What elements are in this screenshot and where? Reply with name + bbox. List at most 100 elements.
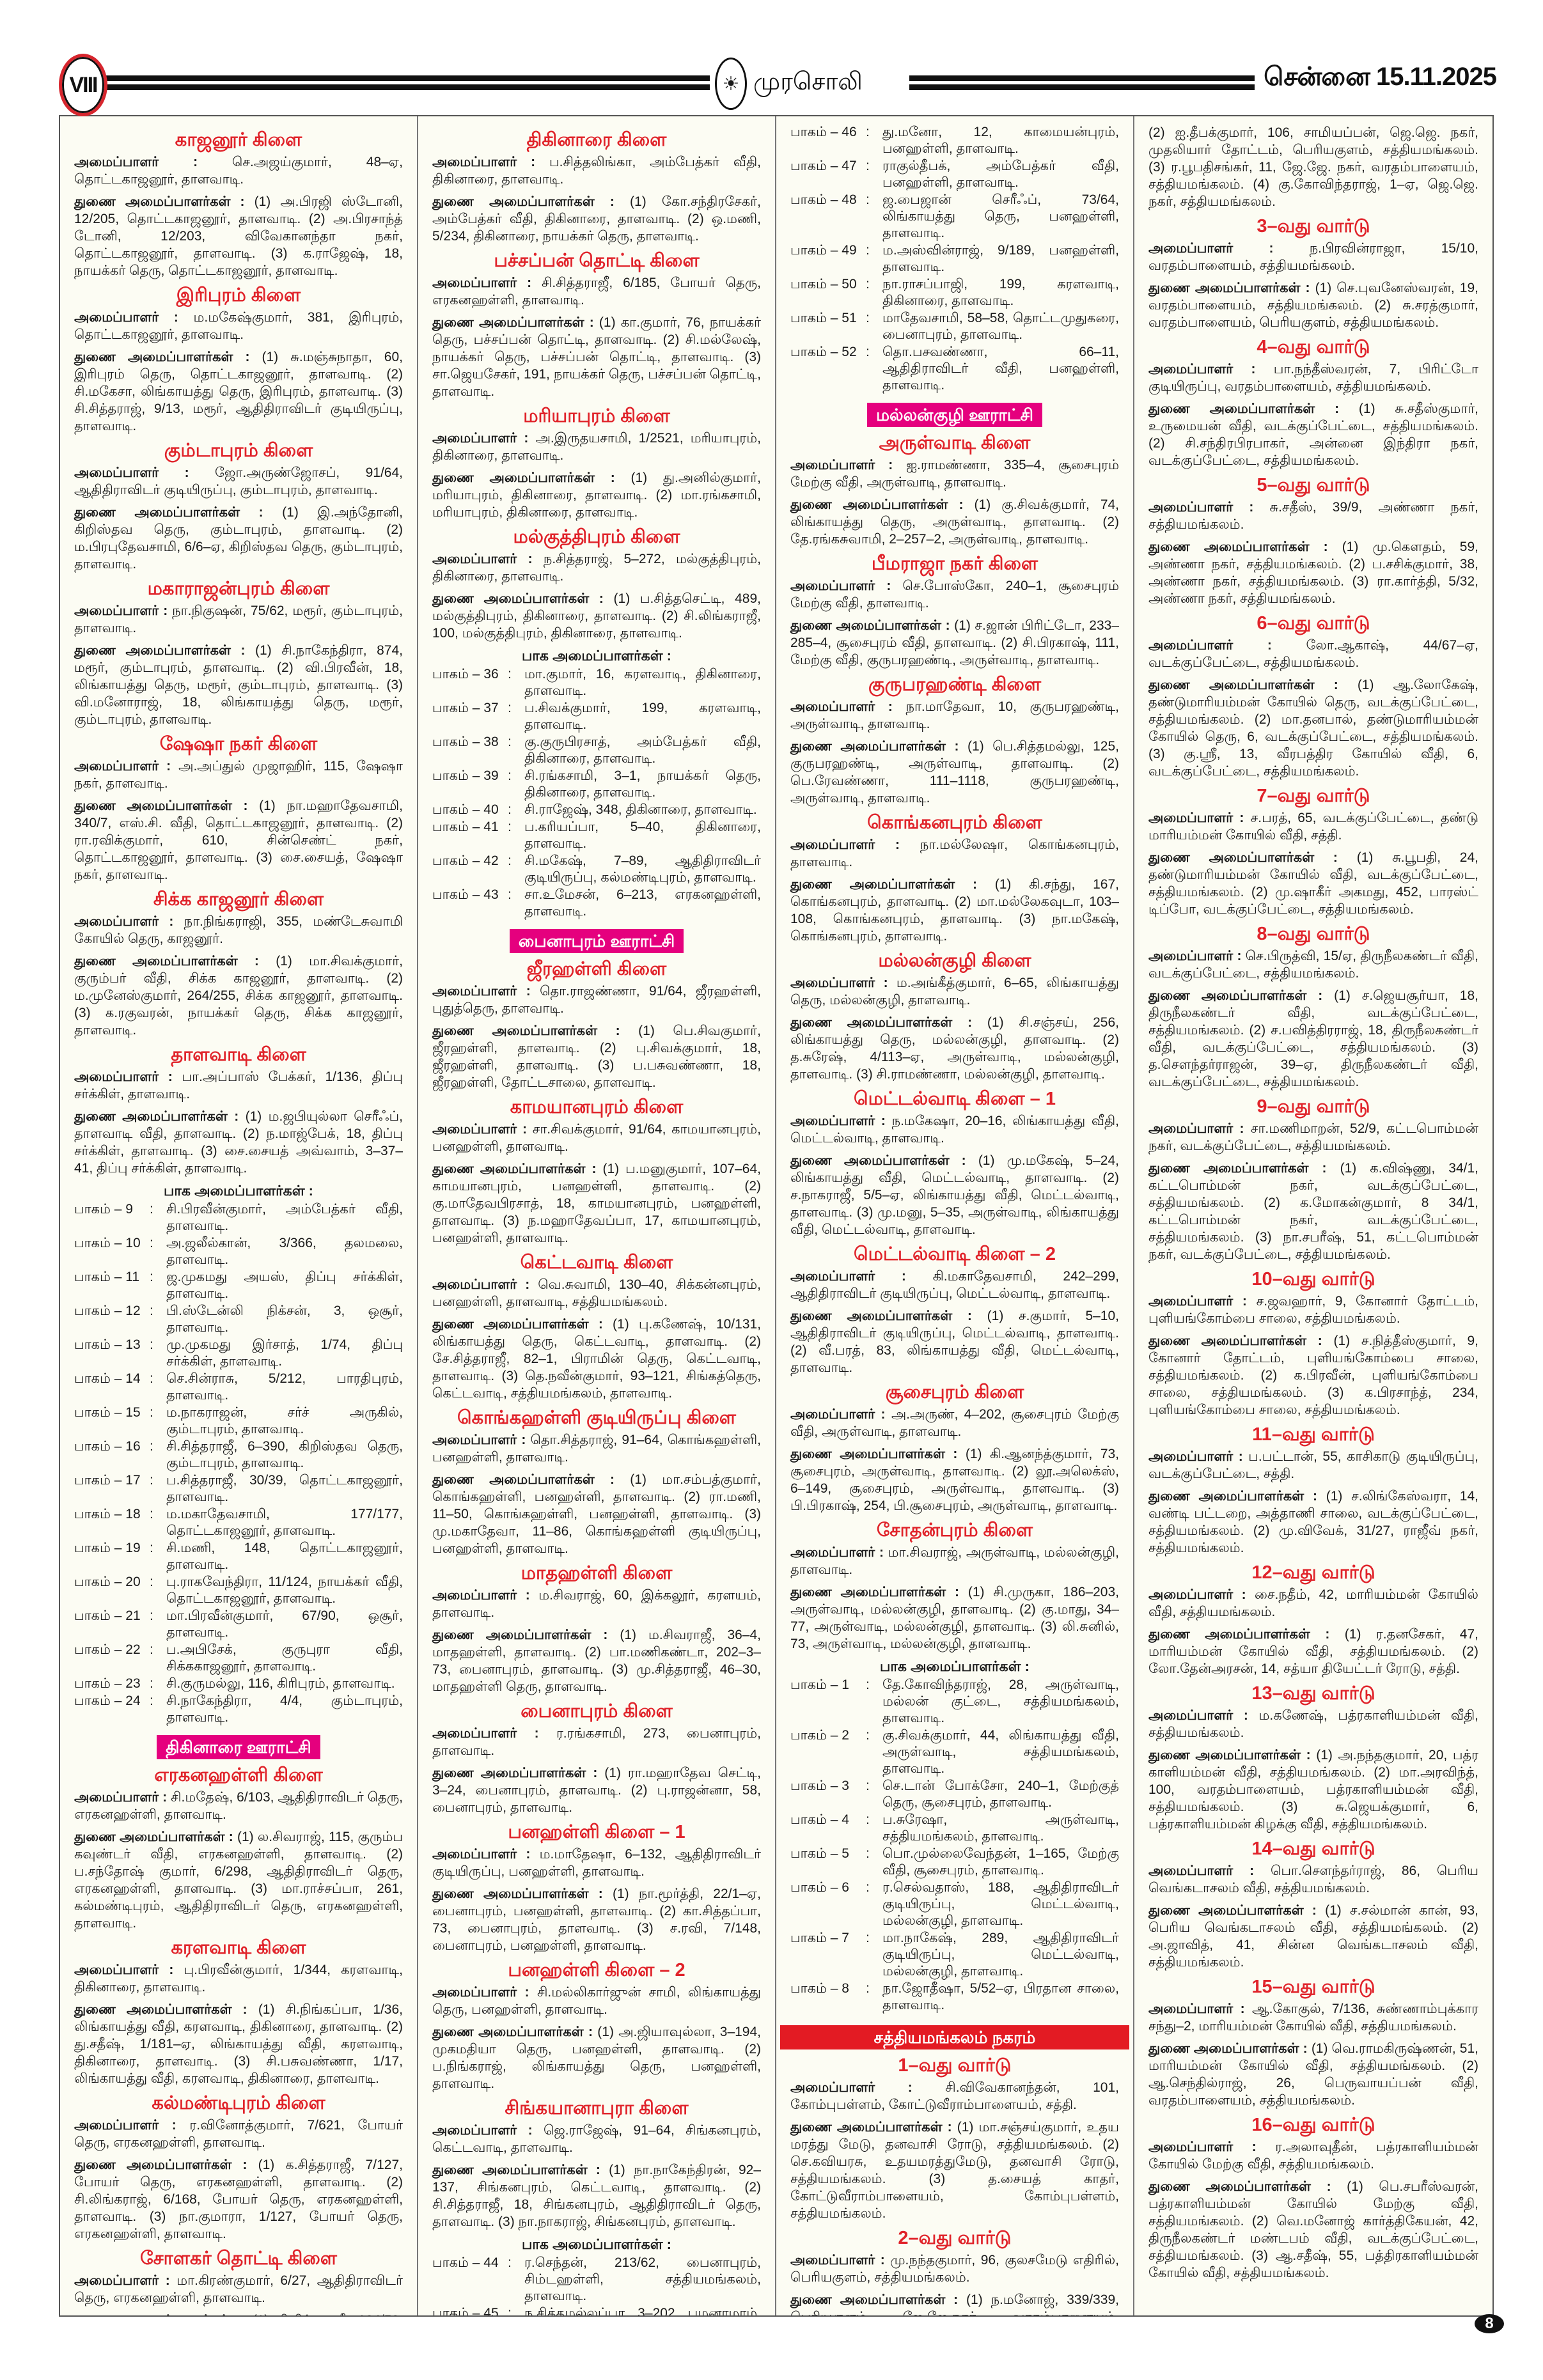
organiser-entry: அமைப்பாளர் : நா.மாதேவா, 10, குருபரஹண்டி,… bbox=[790, 698, 1119, 733]
organiser-entry: அமைப்பாளர் : செ.பிருத்வி, 15/ஏ, திருநீலக… bbox=[1148, 947, 1478, 982]
separator: : bbox=[866, 1778, 870, 1793]
entry-text: (1) ம.சிவராஜீ, 36–4, மாதஹள்ளி, தாளவாடி. … bbox=[432, 1628, 762, 1694]
booth-number: பாகம் – 7 bbox=[790, 1931, 849, 1945]
entry-label: அமைப்பாளர் : bbox=[1148, 638, 1272, 653]
deputy-organisers-entry: துணை அமைப்பாளர்கள் : (1) வெ.ராமகிருஷ்ணன்… bbox=[1148, 2040, 1478, 2109]
entry-label: துணை அமைப்பாளர்கள் : bbox=[432, 1162, 597, 1176]
booth-organiser: சி.குருமல்லு, 116, கிரிபுரம், தாளவாடி. bbox=[166, 1676, 395, 1691]
entry-text: (1) ரா.மஹாதேவ செட்டி, 3–24, பைனாபுரம், த… bbox=[432, 1766, 761, 1815]
organiser-entry: அமைப்பாளர் : ர.அலாவுதீன், பத்ரகாளியம்மன்… bbox=[1148, 2138, 1478, 2173]
entry-text: (1) து.அனில்குமார், மரியாபுரம், திகினாரை… bbox=[432, 471, 761, 520]
separator: : bbox=[866, 1728, 870, 1743]
section-heading: 3–வது வார்டு bbox=[1257, 216, 1370, 237]
entry-label: அமைப்பாளர் : bbox=[1148, 1587, 1246, 1602]
entry-text: பா.அப்பாஸ் பேக்கர், 1/136, திப்பு சர்க்க… bbox=[74, 1069, 403, 1101]
organiser-entry: அமைப்பாளர் : நா.நிகுஷன், 75/62, மரூர், க… bbox=[74, 602, 403, 637]
entry-text: மு.நந்தகுமார், 96, குலசமேடு எதிரில், பெர… bbox=[790, 2253, 1119, 2285]
separator: : bbox=[508, 2255, 512, 2270]
page-section-badge: VIII bbox=[59, 54, 107, 116]
entry-label: துணை அமைப்பாளர்கள் : bbox=[1148, 1627, 1330, 1642]
organiser-entry: அமைப்பாளர் : ந.சித்தராஜ், 5–272, மல்குத்… bbox=[432, 550, 761, 585]
organiser-entry: அமைப்பாளர் : ம.அங்கீத்குமார், 6–65, லிங்… bbox=[790, 974, 1119, 1009]
entry-text: அ.இருதயசாமி, 1/2521, மரியாபுரம், திகினார… bbox=[432, 431, 761, 463]
section-heading: ஜீரஹள்ளி கிளை bbox=[526, 959, 667, 979]
section-heading: பனஹள்ளி கிளை – 2 bbox=[508, 1960, 685, 1980]
deputy-organisers-entry: துணை அமைப்பாளர்கள் : (1) கோ.சந்திரசேகர்,… bbox=[432, 193, 761, 245]
masthead-rule-left bbox=[104, 75, 710, 92]
booth-organiser: நா.ராசப்பாஜி, 199, கரளவாடி, திகினாரை, தா… bbox=[882, 277, 1119, 308]
entry-label: அமைப்பாளர் : bbox=[1148, 241, 1274, 256]
booth-number: பாகம் – 37 bbox=[432, 701, 499, 715]
booth-organiser: சி.நாகேந்திரா, 4/4, கும்டாபுரம், தாளவாடி… bbox=[166, 1693, 403, 1725]
deputy-organisers-entry: துணை அமைப்பாளர்கள் : (1) இ.அந்தோனி, கிறி… bbox=[74, 504, 403, 573]
newspaper-name: முரசொலி bbox=[753, 68, 863, 95]
deputy-organisers-entry: துணை அமைப்பாளர்கள் : (1) கி.சந்து, 167, … bbox=[790, 876, 1119, 945]
entry-label: அமைப்பாளர் : bbox=[790, 2253, 885, 2267]
booth-number: பாகம் – 8 bbox=[790, 1981, 849, 1996]
sub-heading: பாக அமைப்பாளர்கள் : bbox=[164, 1183, 313, 1199]
booth-row: பாகம் – 1: தே.கோவிந்தராஜ், 28, அருள்வாடி,… bbox=[790, 1677, 1119, 1727]
booth-number: பாகம் – 39 bbox=[432, 768, 499, 783]
booth-number: பாகம் – 20 bbox=[74, 1575, 141, 1589]
booth-number: பாகம் – 46 bbox=[790, 125, 857, 139]
separator: : bbox=[150, 1541, 153, 1555]
booth-row: பாகம் – 13: மு.முகமது இர்சாத், 1/74, திப்… bbox=[74, 1337, 403, 1370]
entry-text: ர.ரங்கசாமி, 273, பைனாபுரம், தாளவாடி. bbox=[432, 1726, 761, 1758]
column-4: (2) ஐ.தீபக்குமார், 106, சாமியப்பன், ஜெ.ஜ… bbox=[1134, 116, 1492, 2315]
entry-text: (1) கி.ஆனந்த்குமார், 73, சூசைபுரம், அருள… bbox=[790, 1447, 1120, 1513]
entry-text: மா.சிவராஜ், அருள்வாடி, மல்லன்குழி, தாளவா… bbox=[790, 1545, 1119, 1577]
booth-row: பாகம் – 50: நா.ராசப்பாஜி, 199, கரளவாடி, த… bbox=[790, 276, 1119, 309]
booth-row: பாகம் – 12: பி.ஸ்டேன்லி நிக்சன், 3, ஒசூர்… bbox=[74, 1303, 403, 1336]
entry-text: ப.சித்தலிங்கா, அம்பேத்கர் வீதி, திகினாரை… bbox=[432, 155, 762, 187]
entry-label: அமைப்பாளர் : bbox=[1148, 1708, 1248, 1723]
masthead-rule-right bbox=[909, 75, 1255, 92]
separator: : bbox=[150, 1337, 153, 1352]
entry-text: (1) ச.ஜான் பிரிட்டோ, 233–285–4, சூசைபுரம… bbox=[790, 618, 1119, 667]
booth-number: பாகம் – 15 bbox=[74, 1405, 141, 1420]
booth-number: பாகம் – 51 bbox=[790, 311, 857, 325]
organiser-entry: அமைப்பாளர் : செ.போஸ்கோ, 240–1, சூசைபுரம்… bbox=[790, 577, 1119, 612]
entry-text: (1) நா.மூர்த்தி, 22/1–ஏ, பைனாபுரம், பனஹள… bbox=[432, 1886, 761, 1953]
entry-text: சி.சித்தராஜீ, 6/185, போயர் தெரு, எரகனஹள்… bbox=[432, 276, 761, 307]
booth-number: பாகம் – 13 bbox=[74, 1337, 141, 1352]
booth-organiser: பு.ராகவேந்திரா, 11/124, நாயக்கர் வீதி, த… bbox=[166, 1575, 403, 1606]
section-heading: மரியாபுரம் கிளை bbox=[523, 406, 670, 426]
entry-label: அமைப்பாளர் : bbox=[432, 155, 536, 169]
booth-row: பாகம் – 3: செ.டான் போக்சோ, 240–1, மேற்குத… bbox=[790, 1778, 1119, 1811]
booth-row: பாகம் – 45: ந.சித்தமல்லப்பா, 3–202, பழனாம… bbox=[432, 2305, 761, 2315]
booth-number: பாகம் – 40 bbox=[432, 802, 499, 817]
entry-text: ஆ.கோகுல், 7/136, சுண்ணாம்புக்கார சந்து–2… bbox=[1148, 2002, 1479, 2034]
entry-label: துணை அமைப்பாளர்கள் : bbox=[1148, 850, 1338, 865]
section-heading: பச்சப்பன் தொட்டி கிளை bbox=[494, 251, 700, 271]
deputy-organisers-entry: துணை அமைப்பாளர்கள் : (1) கா.குமார், 76, … bbox=[432, 314, 761, 400]
deputy-organisers-entry: துணை அமைப்பாளர்கள் : (1) மா.சிவக்குமார்,… bbox=[74, 953, 403, 1039]
entry-text: நா.மாதேவா, 10, குருபரஹண்டி, அருள்வாடி, த… bbox=[790, 699, 1119, 731]
entry-text: வெ.சுவாமி, 130–40, சிக்கன்னபுரம், பனஹள்ள… bbox=[432, 1277, 761, 1309]
booth-row: பாகம் – 6: ர.செல்வதாஸ், 188, ஆதிதிராவிடர்… bbox=[790, 1879, 1119, 1929]
organiser-entry: அமைப்பாளர் : நா.நிங்கராஜி, 355, மண்டேசுவ… bbox=[74, 913, 403, 947]
booth-number: பாகம் – 11 bbox=[74, 1270, 140, 1284]
entry-label: அமைப்பாளர் : bbox=[790, 1407, 886, 1422]
booth-row: பாகம் – 22: ப.அபிசேக், குருபுரா வீதி, சிக… bbox=[74, 1642, 403, 1675]
entry-text: (1) பெ.சித்தமல்லு, 125, குருபரஹண்டி, அரு… bbox=[790, 739, 1120, 805]
deputy-organisers-entry: துணை அமைப்பாளர்கள் : (1) சி.முருகா, 186–… bbox=[790, 1583, 1119, 1653]
deputy-organisers-entry: துணை அமைப்பாளர்கள் : (1) மு.கௌதம், 59, அ… bbox=[1148, 538, 1478, 607]
entry-label: அமைப்பாளர் : bbox=[432, 1985, 529, 2000]
entry-label: அமைப்பாளர் : bbox=[1148, 2140, 1257, 2154]
booth-organiser: ப.அபிசேக், குருபுரா வீதி, சிக்ககாஜனூர், … bbox=[166, 1642, 403, 1674]
deputy-organisers-entry: துணை அமைப்பாளர்கள் : (1) மு.மகேஷ், 5–24,… bbox=[790, 1152, 1119, 1238]
deputy-organisers-entry: துணை அமைப்பாளர்கள் : (1) ச.ஜெயசூர்யா, 18… bbox=[1148, 987, 1478, 1091]
deputy-organisers-entry: துணை அமைப்பாளர்கள் : (1) அ.ஜியாவுல்லா, 3… bbox=[432, 2023, 761, 2092]
booth-number: பாகம் – 17 bbox=[74, 1473, 141, 1488]
organiser-entry: அமைப்பாளர் : அ.இருதயசாமி, 1/2521, மரியாப… bbox=[432, 430, 761, 464]
deputy-organisers-entry: துணை அமைப்பாளர்கள் : (1) ப.மனுகுமார், 10… bbox=[432, 1160, 761, 1247]
organiser-entry: அமைப்பாளர் : சி.மதேஷ், 6/103, ஆதிதிராவிட… bbox=[74, 1789, 403, 1823]
deputy-organisers-entry: துணை அமைப்பாளர்கள் : (1) நா.மஹாதேவசாமி, … bbox=[74, 797, 403, 883]
separator: : bbox=[150, 1507, 153, 1521]
entry-text: (1) சி.முருகா, 186–203, அருள்வாடி, மல்லன… bbox=[790, 1585, 1119, 1651]
entry-label: அமைப்பாளர் : bbox=[790, 1114, 886, 1128]
booth-organisers-list: பாகம் – 9: சி.பிரவீன்குமார், அம்பேத்கர் வ… bbox=[74, 1201, 403, 1726]
entry-text: ர.வினோத்குமார், 7/621, போயர் தெரு, எரகனஹ… bbox=[74, 2118, 403, 2150]
entry-label: அமைப்பாளர் : bbox=[432, 1122, 527, 1137]
booth-organiser: மா.குமார், 16, கரளவாடி, திகினாரை, தாளவாட… bbox=[524, 667, 761, 698]
